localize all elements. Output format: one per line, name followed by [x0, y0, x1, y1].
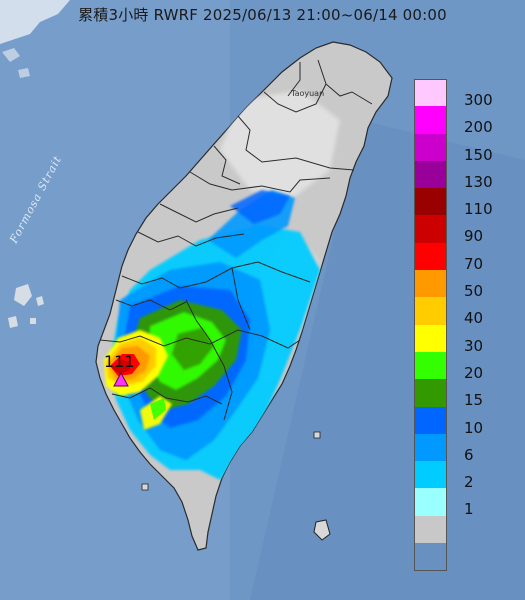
legend-label: 10 [464, 418, 484, 437]
legend-row: 200 [414, 106, 502, 137]
legend-row: 40 [414, 297, 502, 328]
map-title: 累積3小時 RWRF 2025/06/13 21:00~06/14 00:00 [78, 6, 447, 24]
legend-swatch [414, 270, 447, 298]
legend-row: 110 [414, 188, 502, 219]
legend-label: 150 [464, 145, 493, 164]
legend-swatch [414, 133, 447, 161]
county-boundaries [99, 59, 373, 421]
legend-label: 15 [464, 391, 484, 410]
legend-label: 70 [464, 254, 484, 273]
legend-swatch [414, 433, 447, 462]
legend-row: 90 [414, 215, 502, 246]
legend-swatch [414, 351, 447, 380]
green-island [313, 431, 321, 439]
legend-swatch [414, 488, 447, 516]
legend-row: 300 [414, 79, 502, 109]
mainland-islands [2, 48, 30, 78]
legend-row: 130 [414, 160, 502, 191]
legend-label: 200 [464, 118, 493, 137]
legend-row [414, 515, 502, 544]
legend-swatch [414, 379, 447, 407]
legend-swatch [414, 515, 447, 544]
rainfall-legend: 300 200 150 130 110 90 70 50 40 30 20 15 10 6 2 1 [414, 79, 502, 544]
legend-label: 20 [464, 363, 484, 382]
legend-label: 40 [464, 309, 484, 328]
legend-swatch [414, 188, 447, 216]
legend-label: 30 [464, 336, 484, 355]
legend-swatch [414, 242, 447, 271]
legend-row: 2 [414, 461, 502, 492]
legend-swatch [414, 324, 447, 352]
rainfall-overlay [104, 190, 320, 480]
legend-swatch [414, 215, 447, 243]
legend-label: 50 [464, 282, 484, 301]
legend-label: 90 [464, 227, 484, 246]
legend-swatch [414, 106, 447, 134]
legend-row: 50 [414, 270, 502, 301]
penghu-islands [8, 284, 44, 328]
triangle-marker-icon [113, 371, 129, 387]
peak-value-label: 111 [104, 352, 135, 371]
legend-swatch [414, 79, 447, 107]
legend-swatch [414, 461, 447, 489]
legend-row: 30 [414, 324, 502, 355]
legend-label: 2 [464, 473, 474, 492]
mainland-coast [0, 0, 70, 44]
orchid-island [313, 519, 331, 541]
legend-row: 10 [414, 406, 502, 437]
legend-row: 1 [414, 488, 502, 519]
legend-label: 6 [464, 445, 474, 464]
city-label: Taoyuan [290, 89, 324, 98]
legend-label: 130 [464, 172, 493, 191]
liuqiu-island [141, 483, 149, 491]
legend-swatch [414, 297, 447, 325]
legend-row: 6 [414, 433, 502, 464]
legend-label: 1 [464, 500, 474, 519]
legend-row: 20 [414, 351, 502, 382]
legend-row: 150 [414, 133, 502, 164]
legend-label: 110 [464, 200, 493, 219]
legend-row: 70 [414, 242, 502, 273]
legend-row: 15 [414, 379, 502, 410]
legend-swatch [414, 160, 447, 189]
east-sea-shading [250, 120, 525, 600]
legend-swatch [414, 406, 447, 434]
legend-label: 300 [464, 91, 493, 109]
